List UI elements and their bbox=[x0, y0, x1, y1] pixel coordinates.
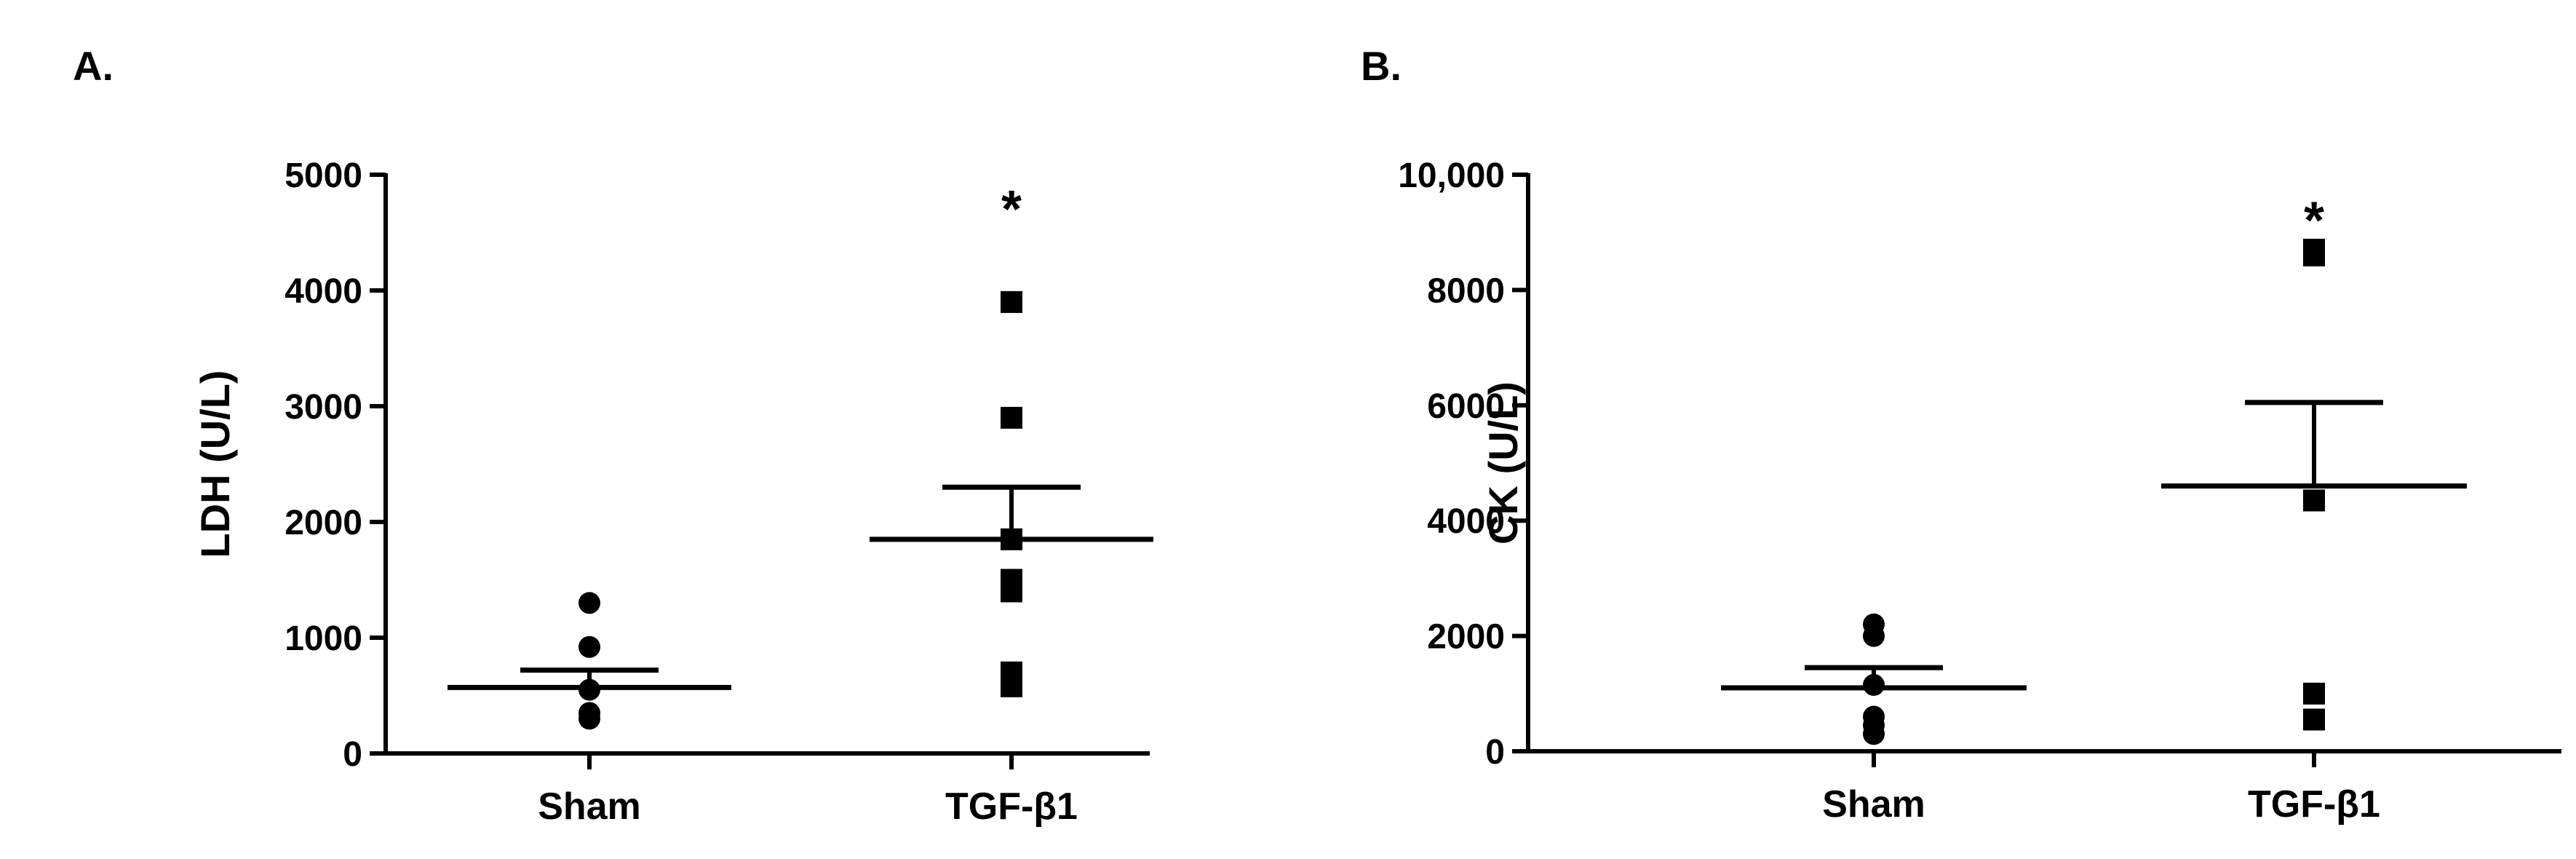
data-point-circle bbox=[579, 592, 600, 614]
y-tick-label: 5000 bbox=[285, 157, 362, 195]
y-tick-label: 10,000 bbox=[1398, 157, 1505, 195]
significance-asterisk: * bbox=[1001, 181, 1022, 239]
data-point-square bbox=[1001, 569, 1022, 591]
y-tick-label: 3000 bbox=[285, 388, 362, 427]
y-tick-label: 2000 bbox=[1427, 618, 1505, 657]
data-point-circle bbox=[579, 702, 600, 724]
data-point-square bbox=[2303, 682, 2325, 705]
x-tick-label: TGF-β1 bbox=[2248, 783, 2380, 826]
y-tick-label: 4000 bbox=[1427, 502, 1505, 541]
data-point-circle bbox=[1863, 613, 1885, 636]
data-point-square bbox=[1001, 406, 1022, 429]
y-axis-label: LDH (U/L) bbox=[192, 370, 238, 558]
y-tick-label: 4000 bbox=[285, 272, 362, 311]
data-point-square bbox=[1001, 290, 1022, 313]
y-tick-label: 2000 bbox=[285, 504, 362, 542]
y-tick-label: 6000 bbox=[1427, 387, 1505, 426]
x-tick-label: TGF-β1 bbox=[945, 785, 1078, 828]
y-tick-label: 1000 bbox=[285, 619, 362, 658]
data-point-square bbox=[2303, 489, 2325, 512]
y-axis-label: CK (U/L) bbox=[1480, 381, 1526, 545]
y-tick-label: 0 bbox=[1485, 733, 1505, 772]
data-point-circle bbox=[1863, 705, 1885, 728]
data-point-circle bbox=[579, 636, 600, 658]
y-tick-label: 0 bbox=[343, 735, 362, 774]
significance-asterisk: * bbox=[2304, 192, 2324, 250]
y-tick-label: 8000 bbox=[1427, 272, 1505, 310]
panel-label: B. bbox=[1361, 43, 1402, 89]
panel-label: A. bbox=[73, 43, 114, 89]
x-tick-label: Sham bbox=[538, 785, 641, 828]
data-point-square bbox=[2303, 708, 2325, 731]
x-tick-label: Sham bbox=[1822, 783, 1925, 826]
data-point-square bbox=[1001, 661, 1022, 684]
data-point-square bbox=[2303, 238, 2325, 261]
